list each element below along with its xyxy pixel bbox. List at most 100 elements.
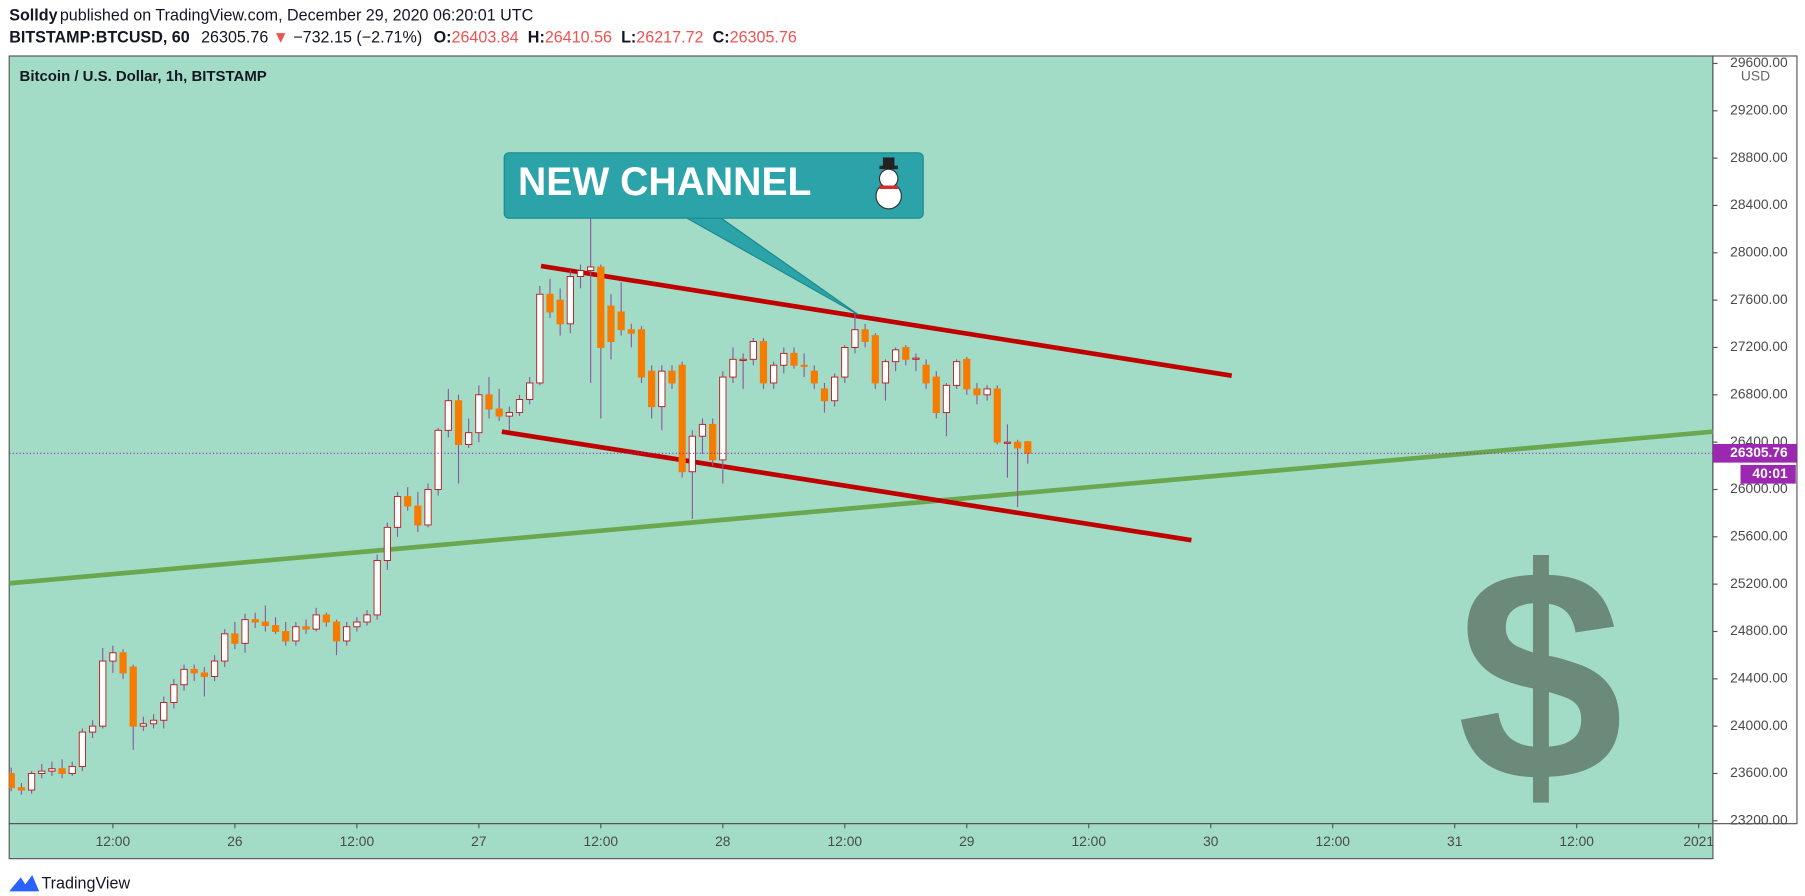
candle-body <box>831 376 839 402</box>
x-tick-label: 12:00 <box>828 833 863 849</box>
y-tick-label: 27200.00 <box>1730 338 1788 354</box>
brand-logo <box>9 875 40 892</box>
callout: NEW CHANNEL <box>503 152 924 316</box>
candle-body <box>48 768 56 772</box>
x-tick-label: 26 <box>227 833 243 849</box>
candle-body <box>658 370 666 408</box>
author: Solldy <box>9 7 57 25</box>
x-tick-label: 12:00 <box>1559 833 1594 849</box>
candle-body <box>312 614 320 630</box>
candle-body <box>932 376 940 414</box>
candle-body <box>556 299 564 325</box>
candle-body <box>576 270 585 277</box>
candle-body <box>109 652 117 662</box>
y-tick-label: 25600.00 <box>1730 527 1788 543</box>
candle-body <box>88 725 97 733</box>
candle-body <box>810 370 818 384</box>
candle-body <box>475 394 483 434</box>
candle-body <box>627 329 635 334</box>
candle-body <box>688 435 696 473</box>
y-tick-label: 24000.00 <box>1730 717 1788 733</box>
price-axis <box>1712 55 1798 825</box>
candle-body <box>922 364 930 384</box>
candle-body <box>892 349 900 363</box>
candle-body <box>9 773 15 789</box>
support-line <box>9 429 1713 586</box>
candle-body <box>210 660 219 677</box>
countdown-box <box>1740 464 1796 484</box>
candle-body <box>993 388 1001 443</box>
open-label: O: <box>434 29 452 47</box>
y-tick-label: 23600.00 <box>1730 764 1788 780</box>
candle-body <box>58 768 66 774</box>
candle-body <box>648 370 656 408</box>
candle-body <box>780 352 788 366</box>
y-tick-label: 28800.00 <box>1730 149 1788 165</box>
candle-body <box>495 408 503 417</box>
x-tick-label: 31 <box>1447 833 1463 849</box>
callout-box <box>503 152 924 219</box>
candle-body <box>180 668 188 686</box>
y-tick-label: 27600.00 <box>1730 291 1788 307</box>
y-tick-label: 24400.00 <box>1730 669 1788 685</box>
last-price-label: 26305.76 <box>1730 444 1788 460</box>
candle-body <box>566 275 574 325</box>
candle-body <box>505 412 513 417</box>
last-price: 26305.76 <box>201 29 268 47</box>
candle-body <box>719 376 727 461</box>
candle-body <box>851 329 859 348</box>
y-tick-label: 29600.00 <box>1730 54 1788 70</box>
candle-body <box>444 400 452 431</box>
candle-body <box>637 329 646 378</box>
candle-body <box>393 496 402 528</box>
x-tick-label: 28 <box>715 833 731 849</box>
candle-body <box>231 633 239 644</box>
symbol: BITSTAMP:BTCUSD, 60 <box>9 29 189 47</box>
close-value: 26305.76 <box>730 29 797 47</box>
candle-body <box>190 668 198 674</box>
candle-body <box>68 765 76 774</box>
candle-body <box>770 364 778 384</box>
candle-body <box>790 352 798 366</box>
candle-body <box>881 361 890 384</box>
y-tick-label: 23200.00 <box>1730 811 1788 827</box>
y-tick-label: 25200.00 <box>1730 575 1788 591</box>
candle-body <box>942 384 951 414</box>
candle-body <box>546 293 554 313</box>
candle-body <box>302 626 310 630</box>
candle-body <box>363 614 371 623</box>
candle-body <box>983 388 991 396</box>
quote-line: BITSTAMP:BTCUSD, 60 26305.76 ▼ −732.15 (… <box>9 29 797 47</box>
candles <box>9 205 1032 795</box>
candle-body <box>729 358 737 378</box>
y-tick-label: 24800.00 <box>1730 622 1788 638</box>
candle-body <box>200 672 208 677</box>
candle-body <box>953 361 961 386</box>
last-price-box <box>1712 443 1797 463</box>
high-label: H: <box>528 29 545 47</box>
candle-body <box>99 660 107 727</box>
x-tick-label: 12:00 <box>340 833 375 849</box>
low-label: L: <box>621 29 636 47</box>
published: published on TradingView.com, December 2… <box>60 7 534 25</box>
candle-body <box>424 489 432 526</box>
candle-body <box>678 364 686 473</box>
candle-body <box>485 394 493 410</box>
candle-body <box>17 787 26 791</box>
x-tick-label: 2021 <box>1683 833 1714 849</box>
dollar-icon: $ <box>1457 505 1623 844</box>
candle-body <box>739 358 747 361</box>
change: −732.15 (−2.71%) <box>293 29 422 47</box>
candle-body <box>587 266 595 272</box>
candle-body <box>221 633 229 662</box>
candle-body <box>454 400 463 445</box>
candle-body <box>698 423 707 437</box>
brand: TradingView <box>9 875 130 893</box>
x-tick-label: 29 <box>959 833 975 849</box>
candle-body <box>1024 441 1032 454</box>
y-tick-label: 28000.00 <box>1730 243 1788 259</box>
x-tick-label: 12:00 <box>1071 833 1106 849</box>
candle-body <box>241 619 249 644</box>
y-tick-label: 26800.00 <box>1730 385 1788 401</box>
